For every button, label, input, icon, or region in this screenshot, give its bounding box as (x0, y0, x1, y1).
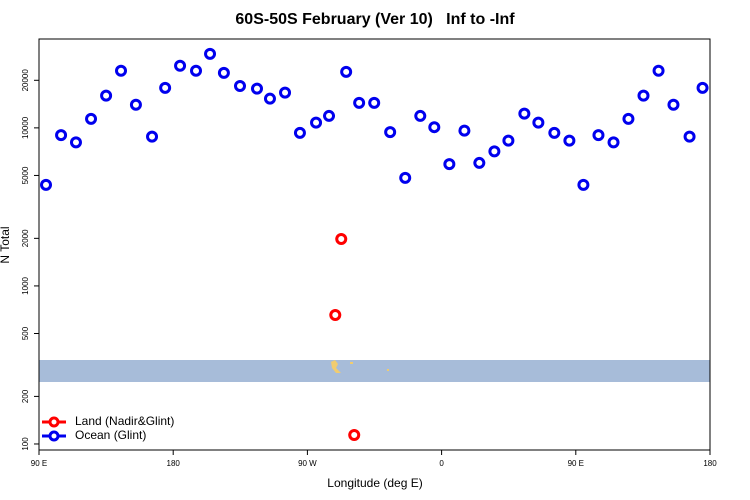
point (652, 64, 665, 77)
point (353, 96, 366, 109)
legend-marker (48, 416, 60, 428)
point (174, 59, 187, 72)
y-tick-label: 1000 (21, 276, 30, 294)
point (146, 130, 159, 143)
point (548, 126, 561, 139)
point (502, 134, 515, 147)
point (622, 112, 635, 125)
legend-marker (48, 430, 60, 442)
point (85, 112, 98, 125)
point (592, 129, 605, 142)
point (115, 64, 128, 77)
point (384, 126, 397, 139)
point (443, 158, 456, 171)
map-strip (39, 360, 710, 382)
point (607, 136, 620, 149)
point (234, 80, 247, 93)
point (323, 109, 336, 122)
land-shape (350, 362, 353, 364)
point (667, 98, 680, 111)
y-tick-label: 5000 (21, 166, 30, 184)
point (310, 116, 323, 129)
legend-label: Ocean (Glint) (75, 428, 146, 442)
point (473, 156, 486, 169)
point (335, 233, 348, 246)
legend-label: Land (Nadir&Glint) (75, 414, 174, 428)
point (399, 171, 412, 184)
point (129, 98, 142, 111)
point (55, 129, 68, 142)
point (696, 81, 709, 94)
point (368, 96, 381, 109)
y-tick-label: 20000 (21, 69, 30, 92)
point (217, 66, 230, 79)
point (563, 134, 576, 147)
point (100, 89, 113, 102)
chart-title: 60S-50S February (Ver 10) Inf to -Inf (235, 11, 515, 28)
x-axis-label: Longitude (deg E) (327, 476, 422, 490)
y-tick-label: 10000 (21, 116, 30, 139)
land-shape (331, 360, 341, 373)
point (329, 308, 342, 321)
point (577, 178, 590, 191)
point (251, 82, 264, 95)
x-tick-label: 90 W (298, 459, 317, 468)
x-tick-label: 0 (439, 459, 444, 468)
y-axis-label: N Total (0, 226, 12, 263)
x-tick-label: 180 (703, 459, 717, 468)
y-tick-label: 100 (21, 437, 30, 451)
point (263, 92, 276, 105)
point (204, 47, 217, 60)
point (532, 116, 545, 129)
point (458, 124, 471, 137)
point (340, 65, 353, 78)
point (293, 126, 306, 139)
x-tick-label: 180 (167, 459, 181, 468)
point (683, 130, 696, 143)
y-tick-label: 2000 (21, 229, 30, 247)
x-tick-label: 90 E (31, 459, 47, 468)
point (348, 428, 361, 441)
plot-frame (38, 38, 711, 451)
point (40, 178, 53, 191)
y-tick-label: 500 (21, 326, 30, 340)
point (428, 121, 441, 134)
point (637, 89, 650, 102)
point (414, 109, 427, 122)
point (190, 64, 203, 77)
point (488, 145, 501, 158)
point (69, 136, 82, 149)
x-tick-label: 90 E (568, 459, 584, 468)
point (279, 86, 292, 99)
y-tick-label: 200 (21, 389, 30, 403)
point (518, 107, 531, 120)
point (159, 81, 172, 94)
land-shape (387, 369, 389, 371)
